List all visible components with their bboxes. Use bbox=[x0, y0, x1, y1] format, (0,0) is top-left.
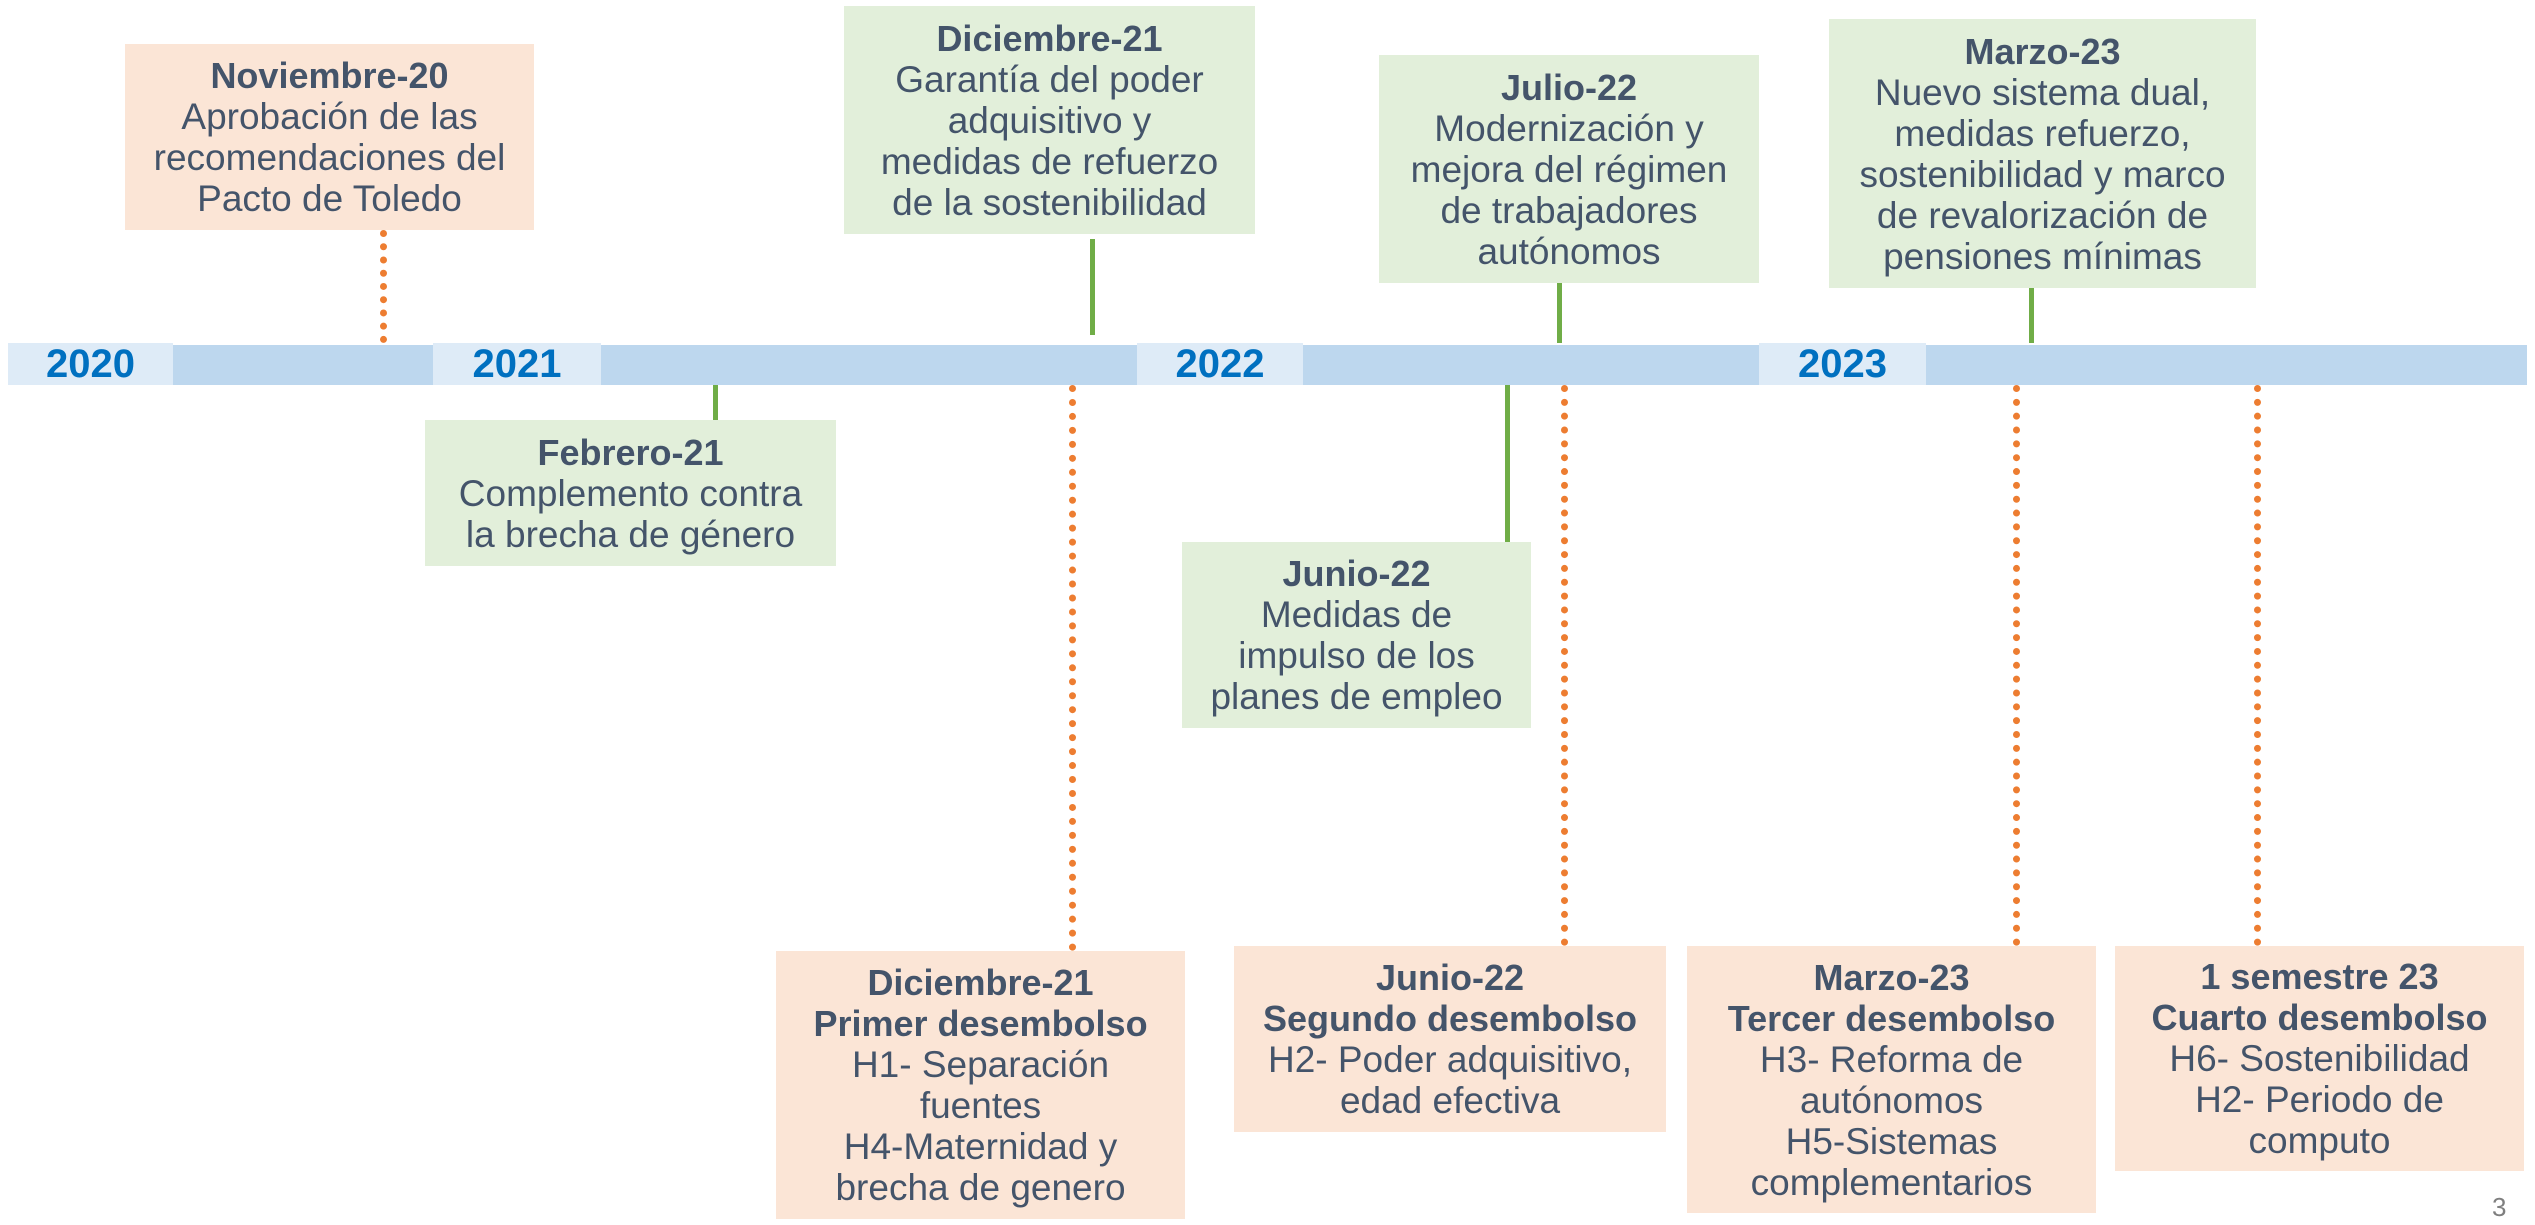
event-heading: Marzo-23 bbox=[1813, 956, 1970, 998]
event-text: pensiones mínimas bbox=[1883, 235, 2202, 277]
event-text: Aprobación de las bbox=[181, 96, 478, 137]
event-text: mejora del régimen bbox=[1410, 148, 1728, 190]
event-heading: Tercer desembolso bbox=[1727, 997, 2056, 1039]
connector bbox=[1557, 283, 1562, 343]
event-text: Modernización y bbox=[1434, 107, 1704, 149]
event-text: H6- Sostenibilidad bbox=[2169, 1038, 2470, 1079]
event-heading: Febrero-21 bbox=[537, 431, 724, 473]
year-label: 2020 bbox=[8, 342, 173, 386]
event-text: adquisitivo y bbox=[947, 99, 1152, 141]
event-text: Garantía del poder bbox=[895, 58, 1204, 100]
event-text: la brecha de género bbox=[465, 513, 796, 555]
connector bbox=[1505, 385, 1510, 542]
event-box: Diciembre-21 Garantía del poder adquisitiv… bbox=[844, 6, 1255, 234]
event-box: Junio-22 Segundo desembolso H2- Poder adqu… bbox=[1234, 946, 1666, 1132]
event-heading: Julio-22 bbox=[1500, 66, 1638, 108]
event-heading: Noviembre-20 bbox=[210, 55, 449, 96]
event-text: de la sostenibilidad bbox=[892, 181, 1207, 223]
connector bbox=[2013, 385, 2020, 946]
event-heading: Marzo-23 bbox=[1964, 30, 2121, 72]
event-heading: Diciembre-21 bbox=[936, 17, 1163, 59]
connector bbox=[713, 385, 718, 420]
event-text: computo bbox=[2248, 1120, 2391, 1161]
event-text: medidas refuerzo, bbox=[1894, 112, 2191, 154]
event-text: Complemento contra bbox=[458, 472, 803, 514]
event-text: autónomos bbox=[1799, 1079, 1984, 1121]
connector bbox=[2254, 385, 2261, 946]
event-text: brecha de genero bbox=[835, 1167, 1126, 1208]
event-heading: Junio-22 bbox=[1282, 553, 1431, 594]
event-text: Medidas de bbox=[1260, 594, 1453, 635]
event-text: medidas de refuerzo bbox=[880, 140, 1219, 182]
event-heading: Segundo desembolso bbox=[1262, 998, 1638, 1039]
event-text: planes de empleo bbox=[1210, 676, 1503, 717]
event-text: H2- Periodo de bbox=[2195, 1079, 2444, 1120]
event-heading: Primer desembolso bbox=[813, 1003, 1148, 1044]
event-box: Febrero-21 Complemento contra la brecha de… bbox=[425, 420, 836, 566]
event-heading: 1 semestre 23 bbox=[2200, 956, 2439, 997]
event-text: complementarios bbox=[1750, 1161, 2033, 1203]
event-box: Junio-22 Medidas de impulso de los planes d… bbox=[1182, 542, 1531, 728]
event-text: H4-Maternidad y bbox=[843, 1126, 1118, 1167]
event-box: Noviembre-20 Aprobación de las recomendaci… bbox=[125, 44, 534, 230]
event-text: autónomos bbox=[1477, 230, 1661, 272]
event-text: fuentes bbox=[919, 1085, 1042, 1126]
connector bbox=[1090, 239, 1095, 335]
event-box: Diciembre-21 Primer desembolso H1- Separac… bbox=[776, 951, 1185, 1219]
event-box: Marzo-23 Tercer desembolso H3- Reforma de a… bbox=[1687, 946, 2096, 1213]
event-text: H3- Reforma de bbox=[1759, 1038, 2024, 1080]
year-label: 2021 bbox=[433, 342, 601, 386]
event-heading: Diciembre-21 bbox=[867, 962, 1094, 1003]
event-text: Nuevo sistema dual, bbox=[1874, 71, 2211, 113]
connector bbox=[1561, 385, 1568, 946]
year-label: 2023 bbox=[1759, 342, 1926, 386]
event-text: H5-Sistemas bbox=[1785, 1120, 1998, 1162]
event-text: sostenibilidad y marco bbox=[1859, 153, 2226, 195]
event-text: H1- Separación bbox=[851, 1044, 1110, 1085]
event-text: impulso de los bbox=[1238, 635, 1475, 676]
event-text: Pacto de Toledo bbox=[197, 178, 462, 219]
connector bbox=[2029, 270, 2034, 343]
event-heading: Cuarto desembolso bbox=[2151, 997, 2488, 1038]
connector bbox=[1069, 385, 1076, 951]
event-text: H2- Poder adquisitivo, bbox=[1267, 1039, 1633, 1080]
event-box: Julio-22 Modernización y mejora del régime… bbox=[1379, 55, 1759, 283]
event-text: edad efectiva bbox=[1339, 1080, 1561, 1121]
event-text: de revalorización de bbox=[1876, 194, 2209, 236]
year-label: 2022 bbox=[1137, 342, 1303, 386]
event-box: Marzo-23 Nuevo sistema dual, medidas refue… bbox=[1829, 19, 2256, 288]
event-text: recomendaciones del bbox=[153, 137, 506, 178]
page-number: 3 bbox=[2492, 1192, 2507, 1222]
event-text: de trabajadores bbox=[1440, 189, 1698, 231]
event-heading: Junio-22 bbox=[1375, 957, 1525, 998]
event-box: 1 semestre 23 Cuarto desembolso H6- Sosten… bbox=[2115, 946, 2524, 1171]
connector bbox=[380, 230, 387, 343]
